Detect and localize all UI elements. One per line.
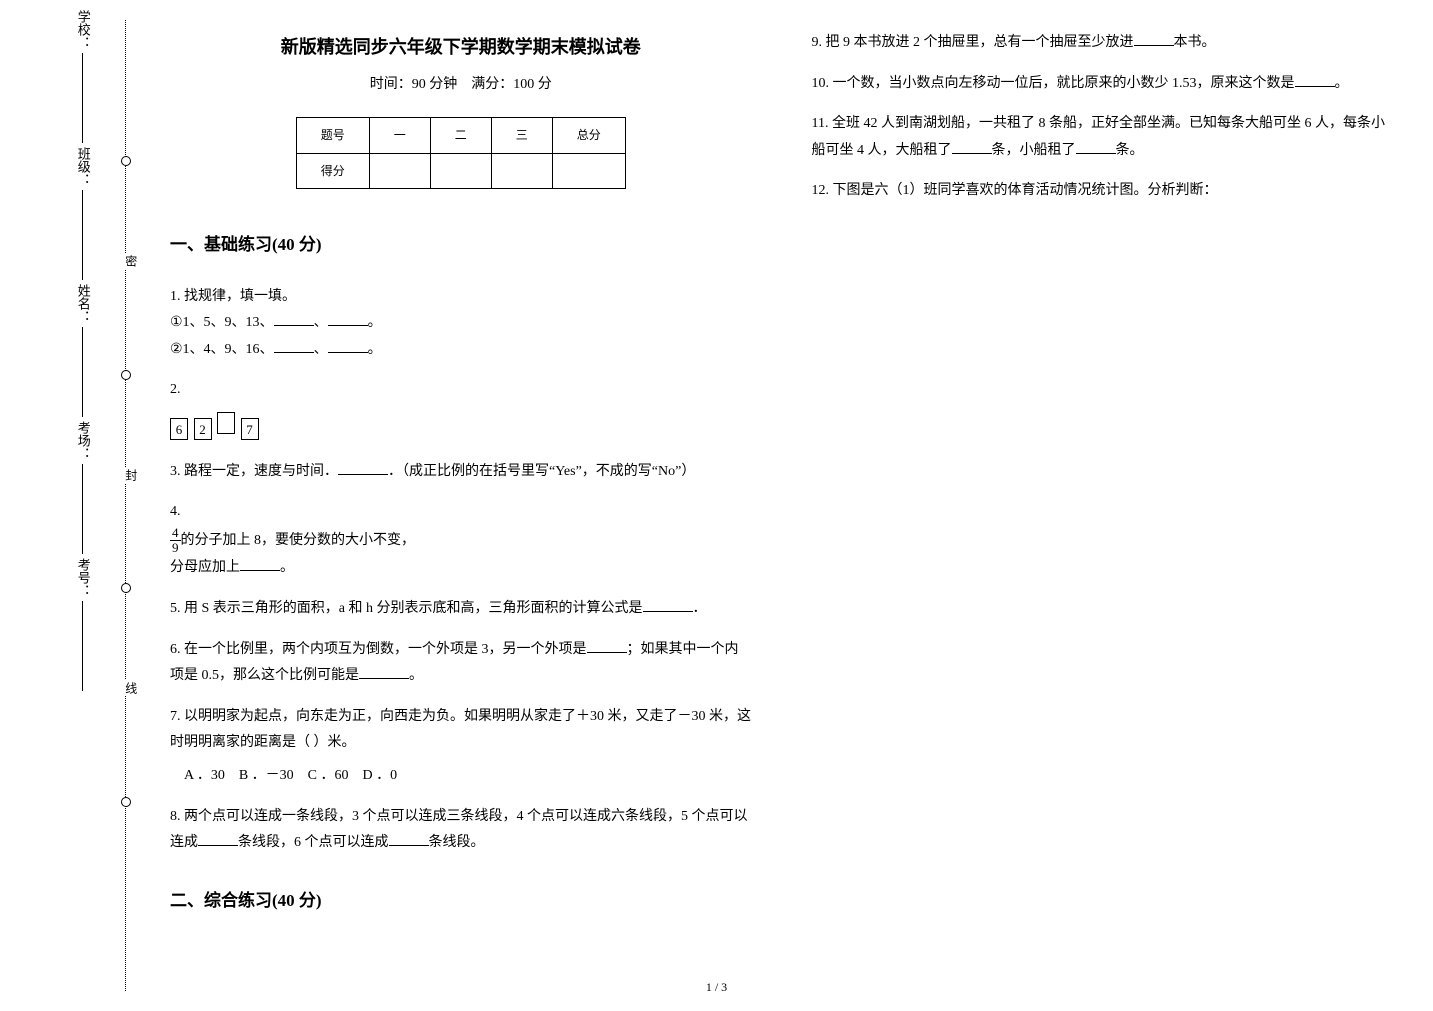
q1-stem: 1. 找规律，填一填。 xyxy=(170,284,752,311)
q4-line2: 分母应加上。 xyxy=(170,555,752,582)
q4-body: 4 9 的分子加上 8，要使分数的大小不变， xyxy=(170,526,752,556)
binding-labels: 学校： 班级： 姓名： 考场： 考号： xyxy=(70,10,95,1001)
q8: 8. 两个点可以连成一条线段，3 个点可以连成三条线段，4 个点可以连成六条线段… xyxy=(170,804,752,857)
exam-title: 新版精选同步六年级下学期数学期末模拟试卷 xyxy=(170,30,752,64)
q7-text: 7. 以明明家为起点，向东走为正，向西走为负。如果明明从家走了＋30 米，又走了… xyxy=(170,704,752,757)
seal-dotline: 密 封 线 xyxy=(125,20,126,991)
q2-stem: 2. xyxy=(170,377,752,404)
box-d3: 7 xyxy=(241,418,259,440)
page-content: 新版精选同步六年级下学期数学期末模拟试卷 时间：90 分钟 满分：100 分 题… xyxy=(160,0,1433,960)
fraction-4-9: 4 9 xyxy=(170,526,181,556)
score-h2: 二 xyxy=(430,117,491,153)
section2-title: 二、综合练习(40 分) xyxy=(170,885,752,917)
section1-title: 一、基础练习(40 分) xyxy=(170,229,752,261)
label-name: 姓名： xyxy=(70,284,95,421)
q1-line1: ①1、5、9、13、、。 xyxy=(170,310,752,337)
score-h3: 三 xyxy=(491,117,552,153)
score-h4: 总分 xyxy=(552,117,625,153)
exam-subtitle: 时间：90 分钟 满分：100 分 xyxy=(170,72,752,99)
box-d2 xyxy=(217,412,235,434)
q3: 3. 路程一定，速度与时间．．（成正比例的在括号里写“Yes”，不成的写“No”… xyxy=(170,459,752,486)
q7-options: A ．30 B ．－30 C ．60 D ．0 xyxy=(170,763,752,790)
score-table: 题号 一 二 三 总分 得分 xyxy=(296,117,626,190)
page-footer: 1 / 3 xyxy=(706,976,727,999)
seal-tag-feng: 封 xyxy=(119,467,142,483)
q12: 12. 下图是六（1）班同学喜欢的体育活动情况统计图。分析判断： xyxy=(812,178,1394,205)
q5: 5. 用 S 表示三角形的面积，a 和 h 分别表示底和高，三角形面积的计算公式… xyxy=(170,596,752,623)
box-d1: 2 xyxy=(194,418,212,440)
label-id: 考号： xyxy=(70,558,95,695)
q2-boxes: 6 2 7 xyxy=(170,412,752,445)
q11: 11. 全班 42 人到南湖划船，一共租了 8 条船，正好全部坐满。已知每条大船… xyxy=(812,111,1394,164)
q1-line2: ②1、4、9、16、、。 xyxy=(170,337,752,364)
score-row-label: 得分 xyxy=(296,153,369,189)
q2: 2. 6 2 7 xyxy=(170,377,752,444)
seal-tag-mi: 密 xyxy=(119,253,142,269)
binding-strip: 学校： 班级： 姓名： 考场： 考号： 密 封 线 xyxy=(70,10,130,1001)
q7: 7. 以明明家为起点，向东走为正，向西走为负。如果明明从家走了＋30 米，又走了… xyxy=(170,704,752,790)
score-h0: 题号 xyxy=(296,117,369,153)
q1: 1. 找规律，填一填。 ①1、5、9、13、、。 ②1、4、9、16、、。 xyxy=(170,284,752,364)
label-room: 考场： xyxy=(70,421,95,558)
q4: 4. 4 9 的分子加上 8，要使分数的大小不变， 分母应加上。 xyxy=(170,499,752,582)
box-d0: 6 xyxy=(170,418,188,440)
label-school: 学校： xyxy=(70,10,95,147)
q9: 9. 把 9 本书放进 2 个抽屉里，总有一个抽屉至少放进本书。 xyxy=(812,30,1394,57)
label-class: 班级： xyxy=(70,147,95,284)
seal-tag-xian: 线 xyxy=(119,680,142,696)
q10: 10. 一个数，当小数点向左移动一位后，就比原来的小数少 1.53，原来这个数是… xyxy=(812,71,1394,98)
score-h1: 一 xyxy=(369,117,430,153)
q4-stem: 4. xyxy=(170,499,752,526)
q6: 6. 在一个比例里，两个内项互为倒数，一个外项是 3，另一个外项是；如果其中一个… xyxy=(170,637,752,690)
